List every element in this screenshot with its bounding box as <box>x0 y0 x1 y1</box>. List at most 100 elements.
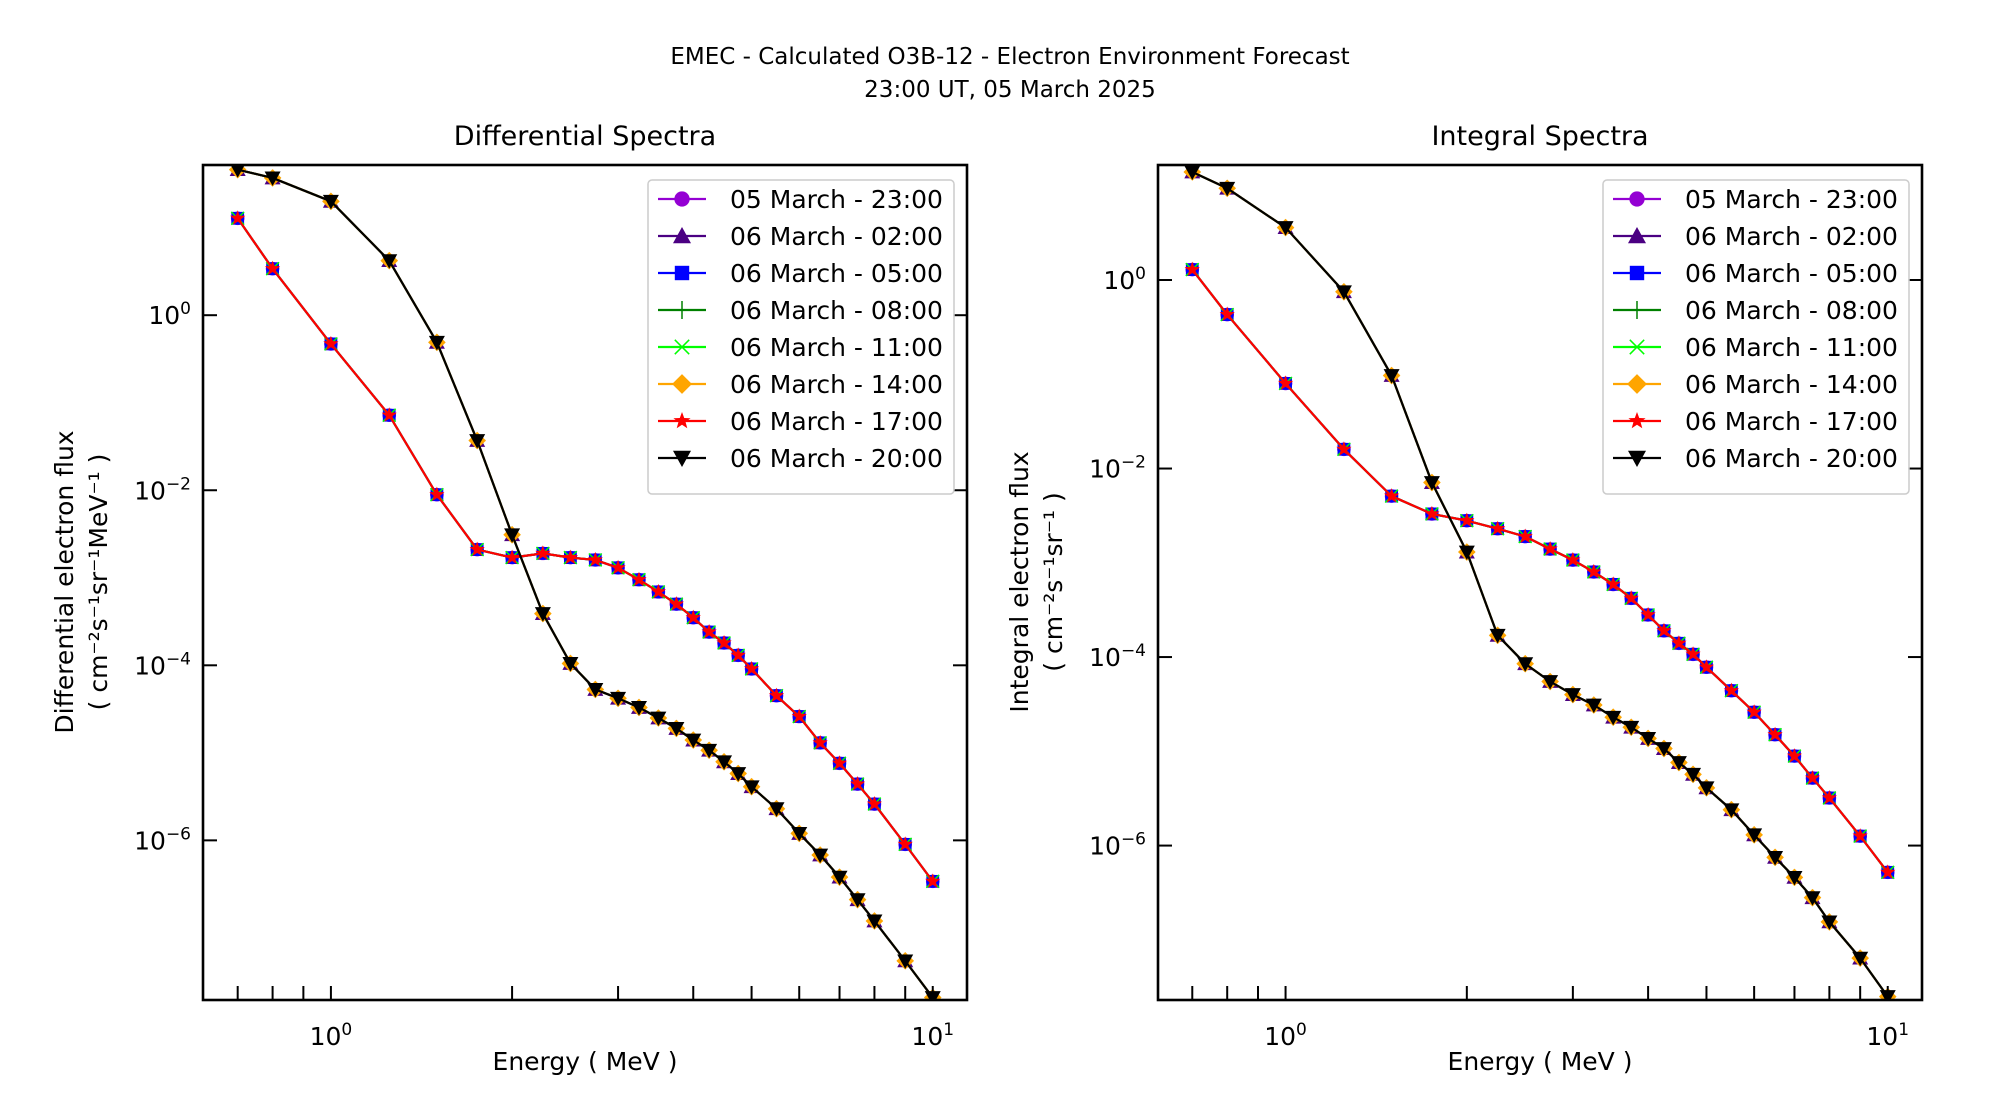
legend-marker-plus-icon <box>673 301 691 319</box>
integral-data-point <box>1517 528 1533 543</box>
integral-data-point <box>1423 476 1440 491</box>
differential-data-point <box>650 711 667 727</box>
integral-legend-item: 06 March - 20:00 <box>1613 444 1898 473</box>
integral-data-point <box>1585 698 1602 713</box>
differential-data-point <box>743 660 760 676</box>
integral-data-point <box>1746 828 1763 843</box>
integral-data-point <box>1685 646 1701 661</box>
differential-data-point <box>264 260 281 276</box>
legend-label: 06 March - 08:00 <box>1685 296 1898 325</box>
integral-legend-item: 06 March - 08:00 <box>1613 296 1898 325</box>
differential-ticks <box>203 314 967 1000</box>
integral-data-point <box>1490 520 1506 536</box>
integral-series-6 <box>1184 261 1896 879</box>
differential-data-point <box>730 767 747 782</box>
legend-label: 06 March - 17:00 <box>1685 407 1898 436</box>
integral-data-point <box>1852 951 1869 967</box>
integral-x-tick-label: 100 <box>1264 1020 1307 1051</box>
differential-data-point <box>701 624 717 639</box>
differential-data-point <box>791 827 808 842</box>
legend-label: 06 March - 05:00 <box>730 259 943 288</box>
integral-data-point <box>1542 541 1558 556</box>
legend-label: 06 March - 11:00 <box>1685 333 1898 362</box>
legend-label: 06 March - 20:00 <box>730 444 943 473</box>
integral-data-point <box>1605 710 1622 726</box>
differential-axes-frame <box>201 163 969 1002</box>
differential-legend-item: 06 March - 14:00 <box>658 370 943 399</box>
differential-data-point <box>716 755 733 770</box>
integral-legend-item: 06 March - 17:00 <box>1613 407 1898 436</box>
integral-data-point <box>1746 704 1762 719</box>
differential-data-point <box>381 407 397 422</box>
integral-series-group <box>1183 165 1897 1000</box>
integral-data-point <box>1458 545 1475 561</box>
differential-data-point <box>768 802 785 817</box>
differential-y-tick-label: 10−2 <box>134 474 191 505</box>
legend-marker-triangle-down-icon <box>673 450 691 467</box>
differential-legend-item: 06 March - 08:00 <box>658 296 943 325</box>
integral-data-point <box>1640 606 1656 622</box>
integral-data-point <box>1383 488 1400 503</box>
integral-data-point <box>1804 891 1821 906</box>
figure-title: EMEC - Calculated O3B-12 - Electron Envi… <box>670 44 1349 70</box>
differential-data-point <box>849 776 866 791</box>
integral-y-tick-label: 100 <box>1103 264 1146 295</box>
legend-label: 06 March - 14:00 <box>730 370 943 399</box>
differential-data-point <box>768 687 785 703</box>
integral-data-point <box>1698 781 1715 796</box>
differential-data-point <box>610 691 627 707</box>
legend-marker-star-icon <box>1628 412 1646 429</box>
differential-y-tick-label: 10−4 <box>134 649 191 680</box>
integral-y-tick-label: 10−6 <box>1089 830 1146 861</box>
integral-data-point <box>1219 306 1235 322</box>
integral-data-point <box>1542 675 1559 690</box>
differential-data-point <box>812 848 829 864</box>
differential-data-point <box>504 528 521 543</box>
differential-legend-item: 06 March - 20:00 <box>658 444 943 473</box>
integral-legend-item: 06 March - 11:00 <box>1613 333 1898 362</box>
differential-x-tick-label: 100 <box>310 1020 353 1051</box>
differential-data-point <box>650 583 666 599</box>
integral-data-point <box>1671 635 1687 650</box>
differential-data-point <box>323 335 339 351</box>
integral-legend-item: 06 March - 14:00 <box>1613 370 1898 399</box>
integral-data-point <box>1786 870 1803 886</box>
integral-legend-item: 05 March - 23:00 <box>1613 185 1898 214</box>
integral-data-point <box>1517 657 1534 672</box>
differential-data-point <box>381 254 398 269</box>
integral-ticks <box>1158 279 1922 1000</box>
integral-data-point <box>1184 165 1201 180</box>
legend-label: 06 March - 11:00 <box>730 333 943 362</box>
legend-label: 06 March - 20:00 <box>1685 444 1898 473</box>
integral-data-point <box>1586 563 1602 579</box>
differential-legend-item: 06 March - 02:00 <box>658 222 943 251</box>
differential-data-point <box>562 657 579 672</box>
differential-data-point <box>668 722 685 737</box>
integral-data-point <box>1804 770 1821 785</box>
integral-y-tick-label: 10−4 <box>1089 641 1146 672</box>
differential-data-point <box>630 701 647 716</box>
integral-data-point <box>1605 576 1621 591</box>
legend-marker-circle-icon <box>674 191 690 207</box>
integral-data-point <box>1880 864 1896 879</box>
differential-y-tick-label: 10−6 <box>134 824 191 855</box>
integral-legend: 05 March - 23:00 06 March - 02:00 06 March… <box>1602 179 1910 495</box>
legend-label: 06 March - 02:00 <box>1685 222 1898 251</box>
differential-series-group <box>228 165 942 1000</box>
legend-marker-star-icon <box>673 412 691 429</box>
legend-label: 06 March - 02:00 <box>730 222 943 251</box>
differential-legend-item: 06 March - 11:00 <box>658 333 943 362</box>
differential-legend-item: 05 March - 23:00 <box>658 185 943 214</box>
figure-subtitle: 23:00 UT, 05 March 2025 <box>864 77 1156 103</box>
differential-data-point <box>610 559 626 575</box>
differential-y-axis-units: ( cm⁻²s⁻¹sr⁻¹MeV⁻¹ ) <box>84 454 113 711</box>
integral-data-point <box>1821 915 1838 930</box>
differential-data-point <box>866 914 883 929</box>
differential-data-point <box>429 486 445 502</box>
integral-axes-frame <box>1156 163 1924 1002</box>
legend-label: 05 March - 23:00 <box>1685 185 1898 214</box>
differential-data-point <box>897 836 913 851</box>
differential-y-axis-label: Differential electron flux <box>50 430 79 733</box>
integral-data-point <box>1723 682 1739 698</box>
legend-marker-square-icon <box>674 265 690 281</box>
